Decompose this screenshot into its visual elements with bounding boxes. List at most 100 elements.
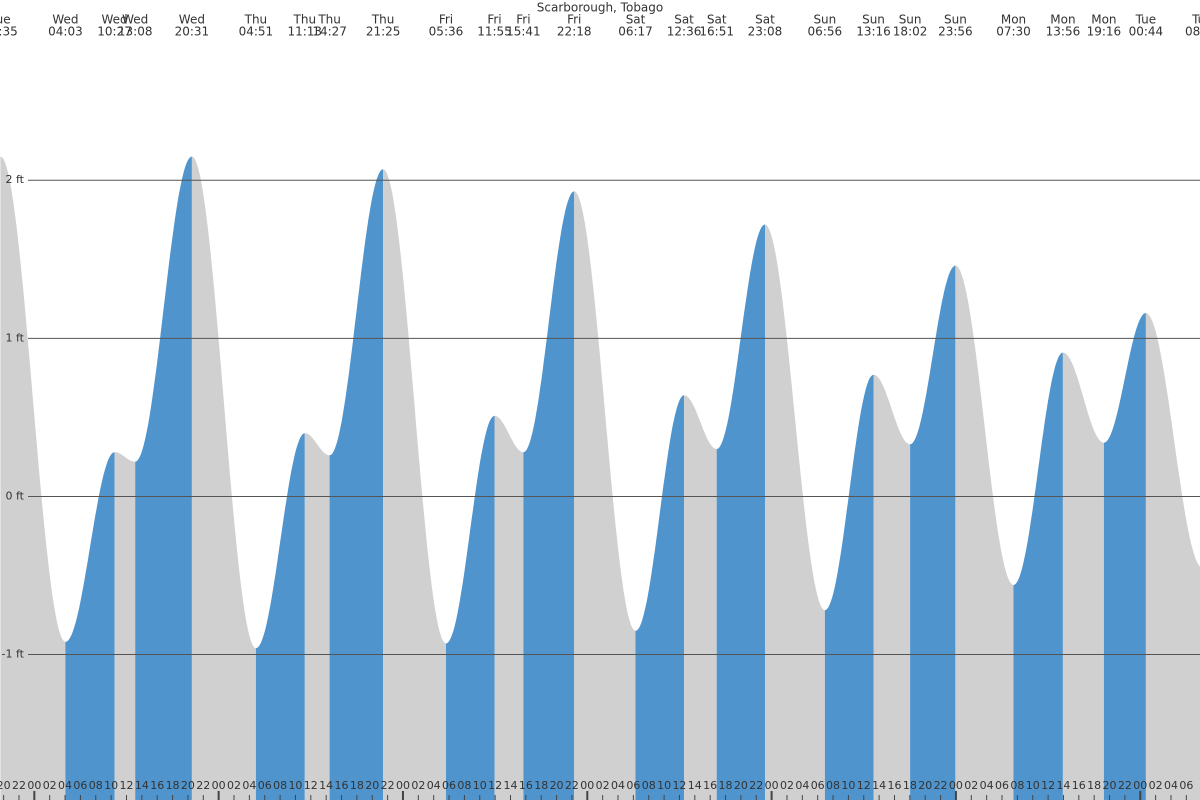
extreme-time: 16:51 bbox=[699, 25, 734, 39]
extreme-time: 15:41 bbox=[506, 25, 541, 39]
falling-tide bbox=[114, 452, 136, 800]
x-tick-label: 06 bbox=[1179, 779, 1193, 792]
tide-areas bbox=[0, 156, 1200, 800]
x-tick-label: 08 bbox=[89, 779, 103, 792]
extreme-time: 18:02 bbox=[893, 25, 928, 39]
extreme-day: Sun bbox=[813, 13, 836, 27]
rising-tide bbox=[824, 374, 874, 800]
extreme-day: Wed bbox=[101, 13, 127, 27]
x-tick-label: 22 bbox=[1118, 779, 1132, 792]
extreme-time: 00:44 bbox=[1129, 25, 1164, 39]
rising-tide bbox=[716, 224, 765, 800]
rising-tide bbox=[1103, 313, 1146, 800]
x-tick-label: 22 bbox=[196, 779, 210, 792]
rising-tide bbox=[255, 433, 305, 800]
x-tick-label: 14 bbox=[319, 779, 333, 792]
x-tick-label: 08 bbox=[826, 779, 840, 792]
falling-tide bbox=[765, 224, 825, 800]
extreme-time: 14:27 bbox=[312, 25, 347, 39]
extreme-day: Thu bbox=[244, 13, 268, 27]
extreme-day: Thu bbox=[293, 13, 317, 27]
falling-tide bbox=[383, 169, 446, 800]
extreme-day: Tue bbox=[0, 13, 11, 27]
extreme-time: 23:08 bbox=[748, 25, 783, 39]
x-tick-label: 04 bbox=[58, 779, 72, 792]
rising-tide bbox=[523, 191, 575, 800]
x-tick-label: 18 bbox=[534, 779, 548, 792]
x-tick-label: 12 bbox=[857, 779, 871, 792]
x-tick-label: 18 bbox=[166, 779, 180, 792]
falling-tide bbox=[1062, 352, 1104, 800]
falling-tide bbox=[191, 156, 256, 800]
extreme-time: 06:17 bbox=[618, 25, 653, 39]
x-tick-label: 00 bbox=[27, 779, 41, 792]
x-tick-label: 20 bbox=[918, 779, 932, 792]
x-tick-label: 04 bbox=[242, 779, 256, 792]
extreme-time: 19:35 bbox=[0, 25, 18, 39]
extreme-time: 21:25 bbox=[366, 25, 401, 39]
extreme-day: Sat bbox=[674, 13, 694, 27]
x-tick-label: 16 bbox=[335, 779, 349, 792]
extreme-day: Sat bbox=[755, 13, 775, 27]
extreme-time: 23:56 bbox=[938, 25, 973, 39]
x-tick-label: 00 bbox=[1133, 779, 1147, 792]
x-tick-label: 20 bbox=[0, 779, 11, 792]
x-tick-label: 04 bbox=[980, 779, 994, 792]
x-tick-label: 10 bbox=[288, 779, 302, 792]
x-tick-label: 10 bbox=[657, 779, 671, 792]
x-tick-label: 02 bbox=[227, 779, 241, 792]
x-tick-label: 00 bbox=[212, 779, 226, 792]
x-tick-label: 10 bbox=[473, 779, 487, 792]
x-tick-label: 00 bbox=[580, 779, 594, 792]
x-tick-label: 00 bbox=[949, 779, 963, 792]
x-tick-label: 16 bbox=[519, 779, 533, 792]
x-tick-label: 20 bbox=[365, 779, 379, 792]
falling-tide bbox=[0, 156, 66, 800]
rising-tide bbox=[329, 169, 384, 800]
extreme-day: Mon bbox=[1050, 13, 1075, 27]
x-tick-label: 02 bbox=[964, 779, 978, 792]
extreme-day: Sun bbox=[862, 13, 885, 27]
extreme-time: 13:16 bbox=[856, 25, 891, 39]
x-tick-label: 04 bbox=[1164, 779, 1178, 792]
extreme-time: 13:56 bbox=[1046, 25, 1081, 39]
extreme-day: Fri bbox=[439, 13, 453, 27]
x-tick-label: 22 bbox=[934, 779, 948, 792]
extreme-day: Tue bbox=[1135, 13, 1157, 27]
extreme-time: 11:55 bbox=[477, 25, 512, 39]
extreme-day: Wed bbox=[179, 13, 205, 27]
x-tick-label: 02 bbox=[596, 779, 610, 792]
x-tick-label: 14 bbox=[872, 779, 886, 792]
extreme-day: Fri bbox=[487, 13, 501, 27]
x-tick-label: 02 bbox=[411, 779, 425, 792]
extreme-time: 20:31 bbox=[175, 25, 210, 39]
extreme-time: 12:36 bbox=[667, 25, 702, 39]
x-tick-label: 04 bbox=[611, 779, 625, 792]
x-tick-label: 06 bbox=[811, 779, 825, 792]
rising-tide bbox=[1013, 352, 1063, 800]
extreme-time: 19:16 bbox=[1087, 25, 1122, 39]
x-tick-label: 02 bbox=[1149, 779, 1163, 792]
x-tick-label: 10 bbox=[841, 779, 855, 792]
x-tick-label: 06 bbox=[258, 779, 272, 792]
x-tick-label: 06 bbox=[73, 779, 87, 792]
x-tick-label: 06 bbox=[442, 779, 456, 792]
extreme-time: 04:03 bbox=[48, 25, 83, 39]
x-tick-label: 22 bbox=[565, 779, 579, 792]
extreme-day: Sat bbox=[707, 13, 727, 27]
x-tick-label: 20 bbox=[734, 779, 748, 792]
x-tick-label: 16 bbox=[150, 779, 164, 792]
extreme-day: Wed bbox=[122, 13, 148, 27]
x-tick-label: 12 bbox=[672, 779, 686, 792]
extreme-time: 11:13 bbox=[287, 25, 322, 39]
rising-tide bbox=[910, 265, 956, 800]
extreme-time: 04:51 bbox=[239, 25, 274, 39]
x-tick-label: 14 bbox=[503, 779, 517, 792]
x-tick-label: 14 bbox=[1056, 779, 1070, 792]
falling-tide bbox=[955, 265, 1014, 800]
extreme-day: Mon bbox=[1091, 13, 1116, 27]
extreme-time: 10:27 bbox=[97, 25, 132, 39]
x-tick-label: 18 bbox=[1087, 779, 1101, 792]
x-tick-label: 00 bbox=[396, 779, 410, 792]
